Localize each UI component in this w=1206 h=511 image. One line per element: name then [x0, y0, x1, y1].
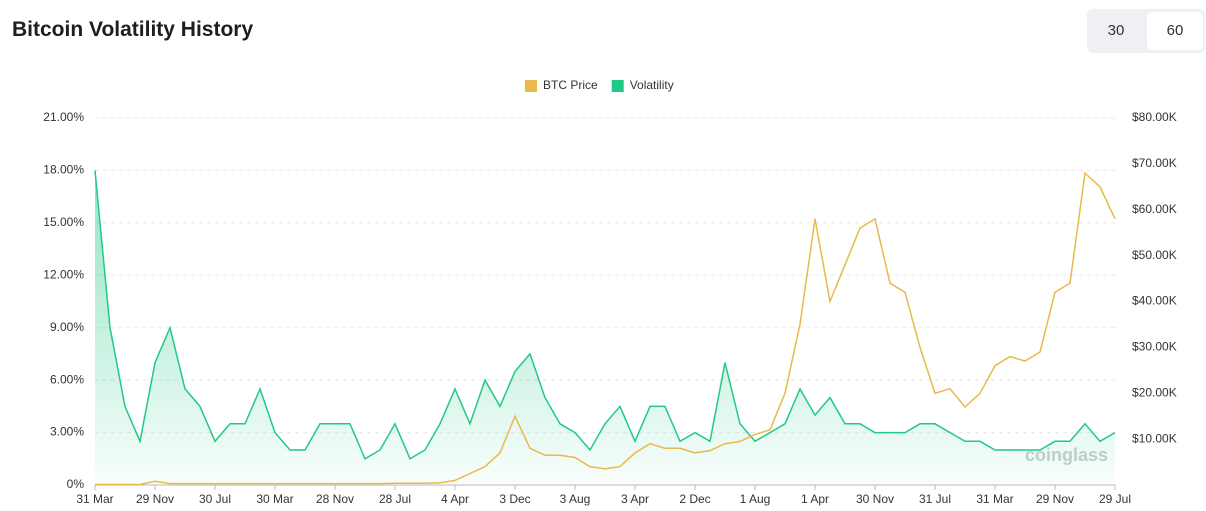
x-tick-label: 3 Aug: [560, 492, 591, 506]
x-tick-label: 31 Mar: [976, 492, 1013, 506]
y2-tick-label: $40.00K: [1132, 294, 1177, 308]
y2-tick-label: $60.00K: [1132, 202, 1177, 216]
x-tick-label: 29 Jul: [1099, 492, 1131, 506]
y2-tick-label: $70.00K: [1132, 156, 1177, 170]
y-tick-label: 3.00%: [50, 425, 84, 439]
x-tick-label: 30 Nov: [856, 492, 894, 506]
x-tick-label: 3 Apr: [621, 492, 649, 506]
header: Bitcoin Volatility History: [12, 18, 254, 41]
y2-tick-label: $50.00K: [1132, 248, 1177, 262]
x-tick-label: 28 Jul: [379, 492, 411, 506]
x-tick-label: 1 Apr: [801, 492, 829, 506]
x-tick-label: 1 Aug: [740, 492, 771, 506]
area: [95, 170, 1115, 485]
line: [95, 171, 1116, 486]
x-tick-label: 2 Dec: [679, 492, 710, 506]
y-tick-label: 18.00%: [43, 163, 84, 177]
y2-tick-label: $20.00K: [1132, 385, 1177, 399]
x-tick-label: 29 Nov: [136, 492, 174, 506]
x-tick-label: 29 Nov: [1036, 492, 1074, 506]
period-button[interactable]: 30: [1107, 22, 1125, 39]
y-tick-label: 12.00%: [43, 267, 84, 281]
x-tick-label: 30 Jul: [199, 492, 231, 506]
y2-tick-label: $10.00K: [1132, 431, 1177, 445]
legend-label: BTC Price: [543, 78, 598, 92]
legend-label: Volatility: [630, 78, 674, 92]
y-tick-label: 15.00%: [43, 215, 84, 229]
x-tick-label: 3 Dec: [499, 492, 530, 506]
legend-swatch: [525, 80, 537, 92]
legend-swatch: [611, 80, 624, 92]
x-tick-label: 28 Nov: [316, 492, 354, 506]
x-tick-label: 31 Jul: [919, 492, 951, 506]
x-tick-label: 4 Apr: [441, 492, 469, 506]
y-tick-label: 21.00%: [43, 110, 84, 124]
y2-tick-label: $30.00K: [1132, 340, 1177, 354]
y-tick-label: 6.00%: [50, 372, 84, 386]
x-tick-label: 30 Mar: [256, 492, 293, 506]
y-tick-label: 9.00%: [50, 320, 84, 334]
period-button[interactable]: 60: [1147, 12, 1203, 50]
period-toggle: 30 60: [1087, 9, 1205, 53]
line: [94, 170, 1116, 460]
x-tick-label: 31 Mar: [76, 492, 113, 506]
y-tick-label: 0%: [67, 477, 85, 491]
y2-tick-label: $80.00K: [1132, 110, 1177, 124]
